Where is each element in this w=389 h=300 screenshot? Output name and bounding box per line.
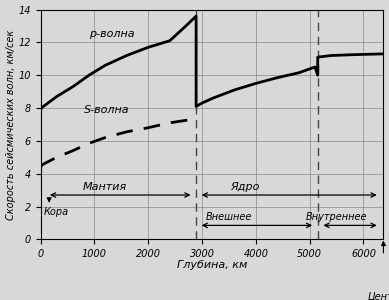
- Text: S-волна: S-волна: [84, 105, 129, 115]
- Text: Ядро: Ядро: [230, 182, 260, 192]
- Text: Кора: Кора: [44, 207, 69, 217]
- Y-axis label: Скорость сейсмических волн, км/сек: Скорость сейсмических волн, км/сек: [5, 29, 16, 220]
- X-axis label: Глубина, км: Глубина, км: [177, 260, 247, 270]
- Text: Внутреннее: Внутреннее: [306, 212, 367, 222]
- Text: Внешнее: Внешнее: [206, 212, 252, 222]
- Text: Мантия: Мантия: [83, 182, 127, 192]
- Text: р-волна: р-волна: [89, 29, 135, 40]
- Text: Центр
Земли: Центр Земли: [367, 292, 389, 300]
